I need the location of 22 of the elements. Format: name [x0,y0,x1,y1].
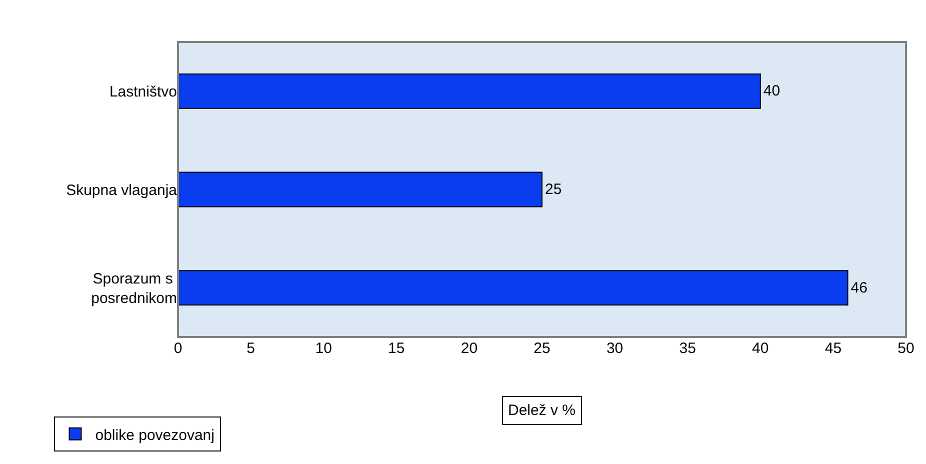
x-tick-label: 25 [534,340,550,357]
x-tick-label: 50 [898,340,914,357]
y-tick-label: Sporazum s posrednikom [91,270,177,307]
x-tick-label: 45 [824,340,842,357]
x-tick-label: 30 [606,340,624,357]
x-tick-label: 15 [388,340,405,357]
x-tick-label: 20 [460,340,478,357]
x-tick-label: 5 [246,340,255,357]
x-tick-label: 35 [679,340,696,357]
x-tick-label: 40 [752,340,769,357]
x-axis-title: Delež v % [508,402,576,419]
x-tick-label: 0 [174,340,182,357]
legend-label: oblike povezovanj [95,426,214,444]
data-label: 25 [545,181,562,198]
bar [178,73,761,109]
data-label: 46 [850,279,868,296]
data-label: 40 [763,82,780,100]
y-tick-label: Lastništvo [109,83,177,100]
y-tick-label: Skupna vlaganja [66,182,178,199]
bar [178,172,542,208]
bar [178,270,848,306]
x-tick-label: 10 [315,340,332,357]
